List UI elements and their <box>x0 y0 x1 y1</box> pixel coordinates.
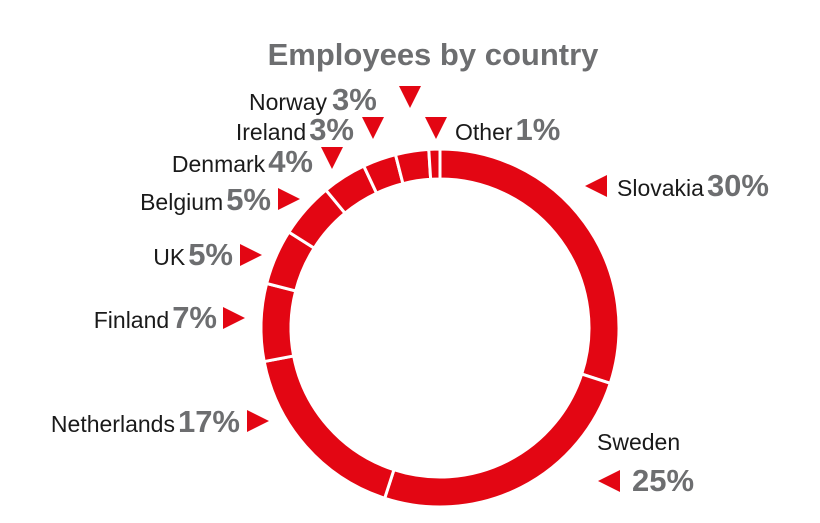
label: Belgium5% <box>140 182 271 217</box>
value-label: 30% <box>707 168 769 203</box>
chart-title: Employees by country <box>268 37 600 72</box>
donut-slice <box>259 281 298 364</box>
value-label: 5% <box>188 237 233 272</box>
category-label: UK <box>153 244 186 270</box>
value-label: 4% <box>268 144 313 179</box>
value-label: 3% <box>332 82 377 117</box>
label-pointer <box>247 410 269 432</box>
category-label: Belgium <box>140 189 223 215</box>
label-pointer <box>399 86 421 108</box>
category-label: Denmark <box>172 151 266 177</box>
category-label: Other <box>455 119 513 145</box>
category-label: Slovakia <box>617 175 704 201</box>
value-label: 5% <box>226 182 271 217</box>
category-label: Netherlands <box>51 411 175 437</box>
donut-slice <box>262 354 396 501</box>
donut-slice <box>382 372 613 509</box>
label-pointer <box>598 470 620 492</box>
label-pointer <box>321 147 343 169</box>
label: Netherlands17% <box>51 404 240 439</box>
category-label: Norway <box>249 89 327 115</box>
category-label: Finland <box>94 307 169 333</box>
label: UK5% <box>153 237 233 272</box>
category-label: Ireland <box>236 119 306 145</box>
category-label: Sweden <box>597 429 680 455</box>
value-label: 25% <box>632 463 694 498</box>
label-pointer <box>278 188 300 210</box>
label-pointer <box>425 117 447 139</box>
label-pointer <box>240 244 262 266</box>
value-label: 17% <box>178 404 240 439</box>
label-pointer <box>362 117 384 139</box>
label: Other1% <box>455 112 560 147</box>
value-label: 7% <box>172 300 217 335</box>
donut-slice <box>393 147 433 186</box>
label: Denmark4% <box>172 144 313 179</box>
label: Ireland3% <box>236 112 354 147</box>
label-pointer <box>585 175 607 197</box>
label: Slovakia30% <box>617 168 769 203</box>
value-label: 3% <box>309 112 354 147</box>
donut-slice <box>427 147 442 181</box>
value-label: 1% <box>516 112 561 147</box>
label: Finland7% <box>94 300 217 335</box>
label-pointer <box>223 307 245 329</box>
